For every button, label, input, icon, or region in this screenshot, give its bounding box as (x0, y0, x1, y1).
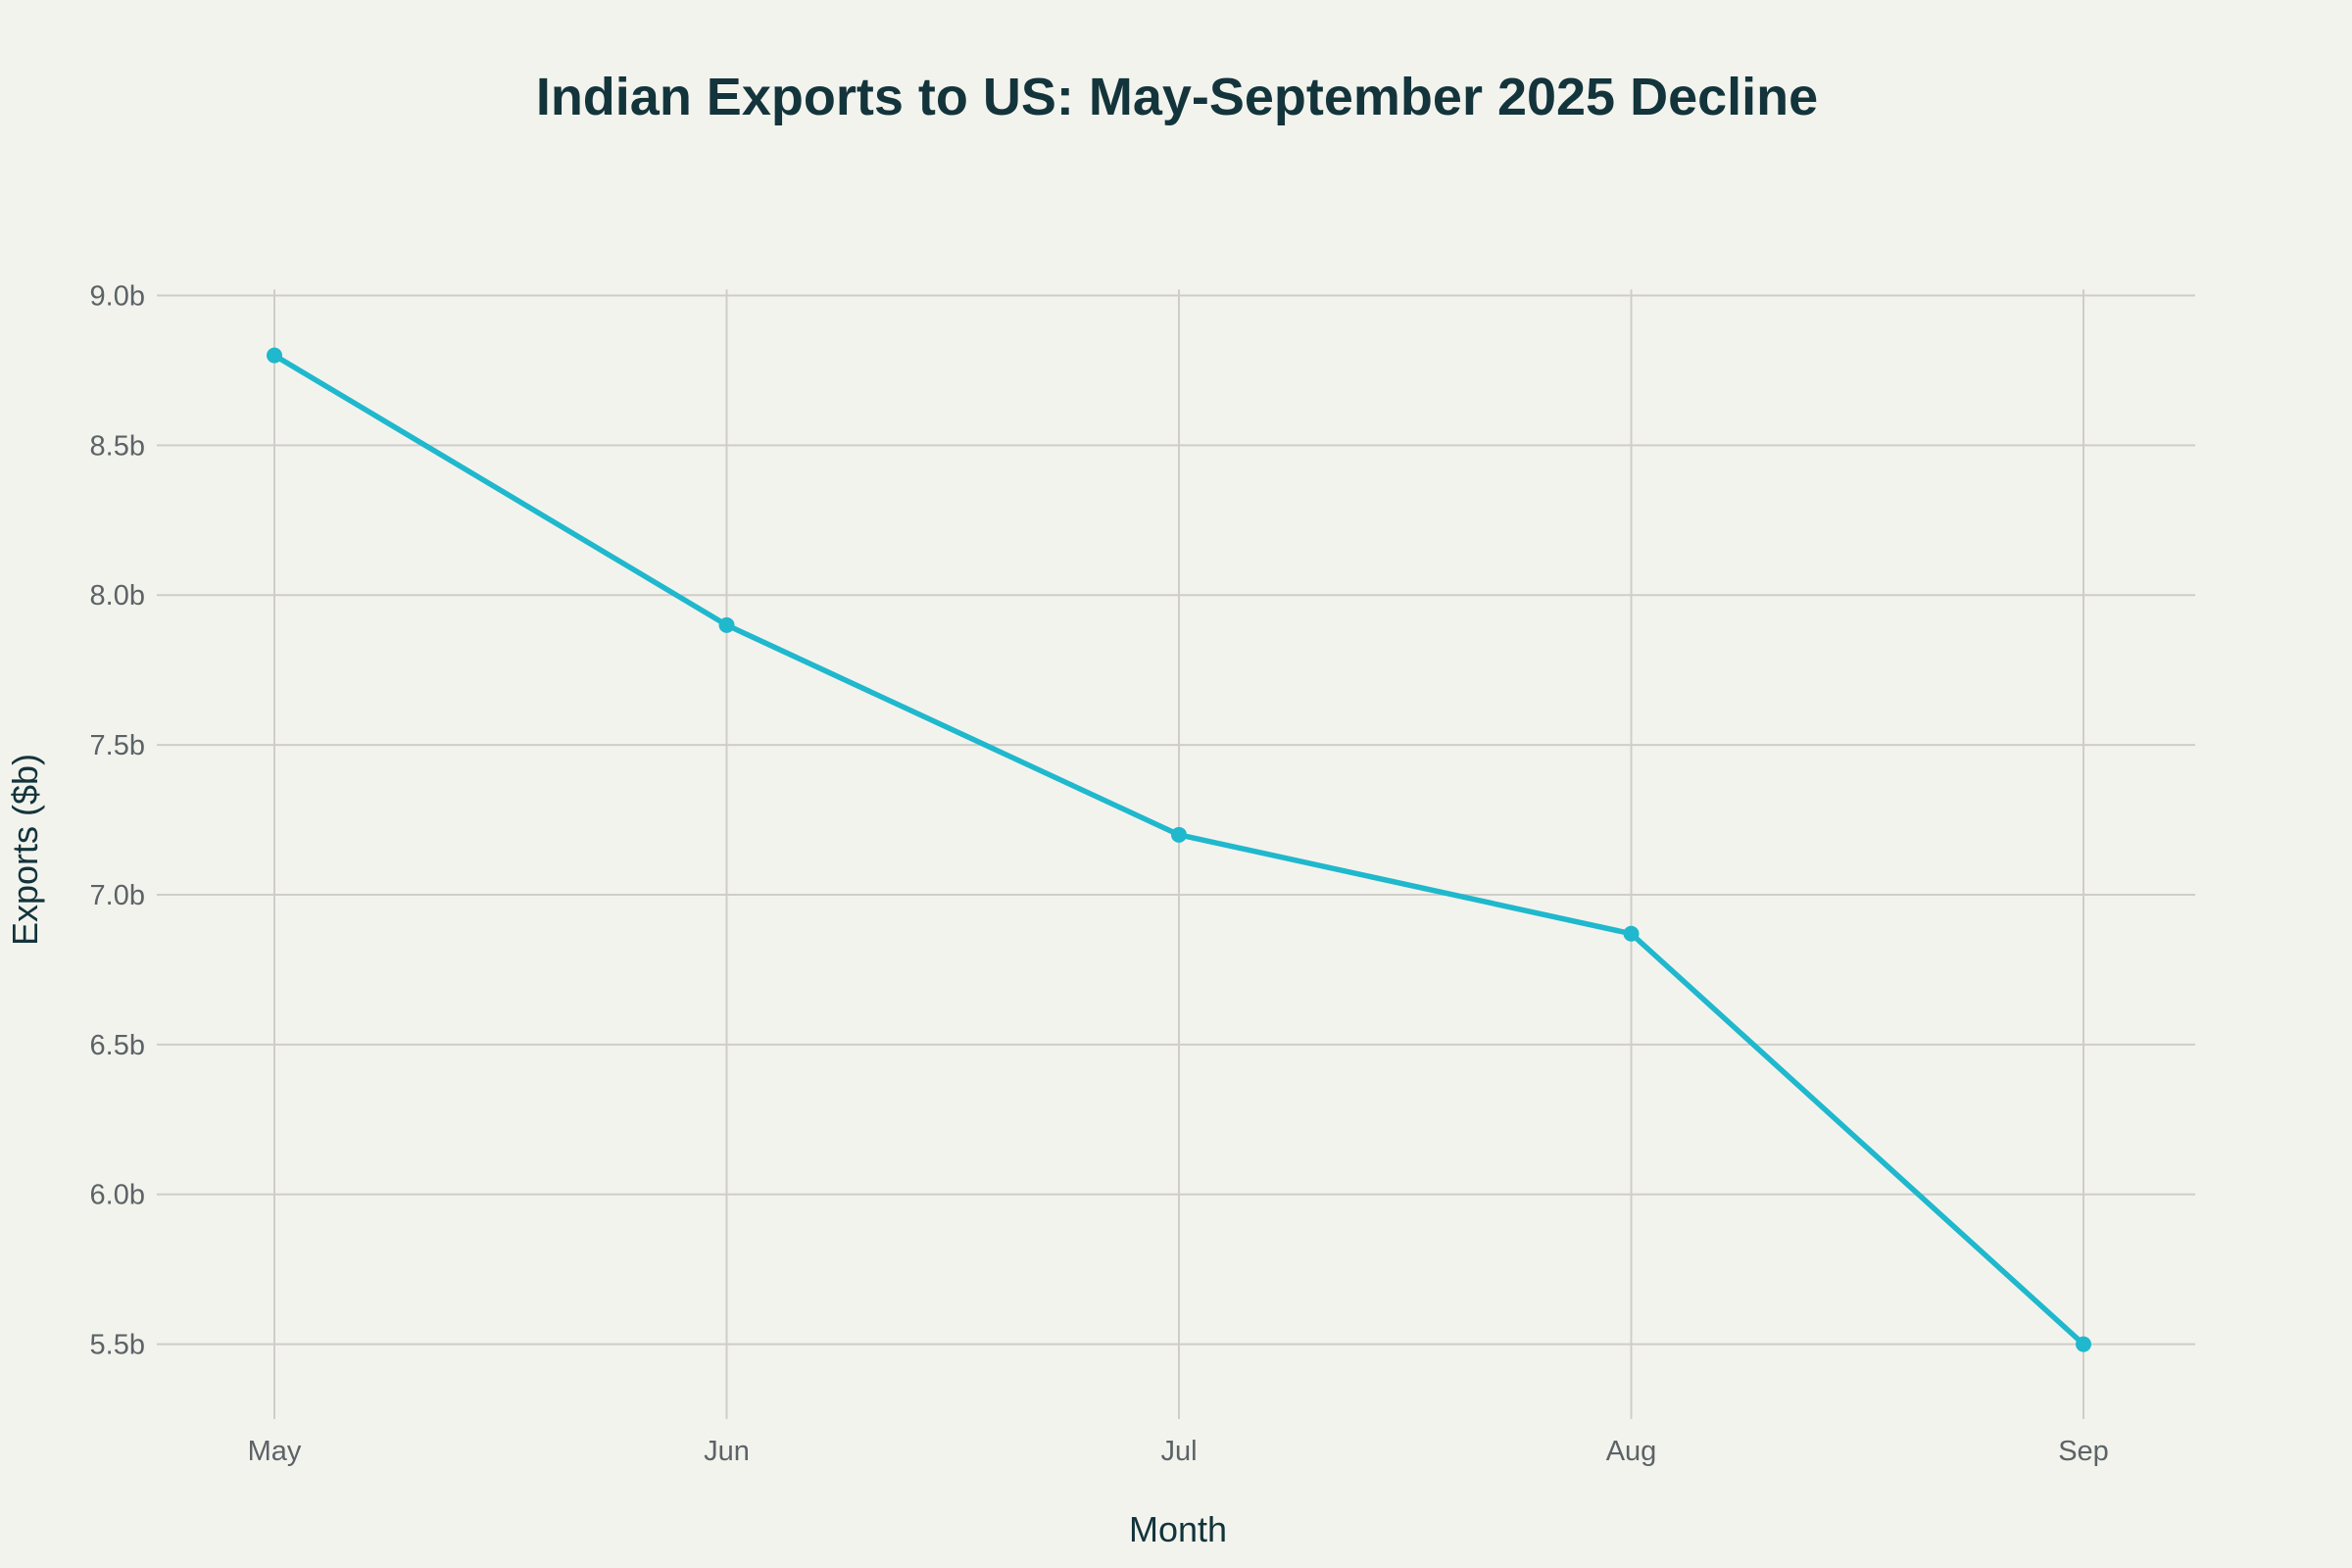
x-axis-ticks: May Jun Jul Aug Sep (248, 1436, 2109, 1467)
y-tick-label: 5.5b (90, 1330, 145, 1361)
data-point-aug[interactable] (1623, 925, 1640, 942)
data-point-jun[interactable] (718, 616, 735, 633)
data-point-may[interactable] (267, 347, 282, 364)
y-tick-label: 7.0b (90, 880, 145, 911)
x-tick-label: Aug (1606, 1436, 1657, 1467)
series-line (267, 347, 2091, 1352)
y-axis-title: Exports ($b) (5, 754, 45, 946)
y-tick-label: 7.5b (90, 730, 145, 761)
y-tick-label: 6.0b (90, 1180, 145, 1211)
gridlines (157, 289, 2195, 1420)
x-axis-title: Month (1129, 1509, 1227, 1549)
y-tick-label: 6.5b (90, 1030, 145, 1061)
x-tick-label: Jul (1160, 1436, 1197, 1467)
x-tick-label: Sep (2058, 1436, 2109, 1467)
y-axis-ticks: 5.5b 6.0b 6.5b 7.0b 7.5b 8.0b 8.5b 9.0b (90, 281, 145, 1361)
x-tick-label: Jun (704, 1436, 750, 1467)
data-point-jul[interactable] (1171, 826, 1187, 843)
x-tick-label: May (248, 1436, 302, 1467)
chart-title: Indian Exports to US: May-September 2025… (536, 68, 1818, 126)
y-tick-label: 8.5b (90, 430, 145, 462)
y-tick-label: 8.0b (90, 580, 145, 612)
y-tick-label: 9.0b (90, 281, 145, 313)
data-point-sep[interactable] (2076, 1336, 2091, 1352)
